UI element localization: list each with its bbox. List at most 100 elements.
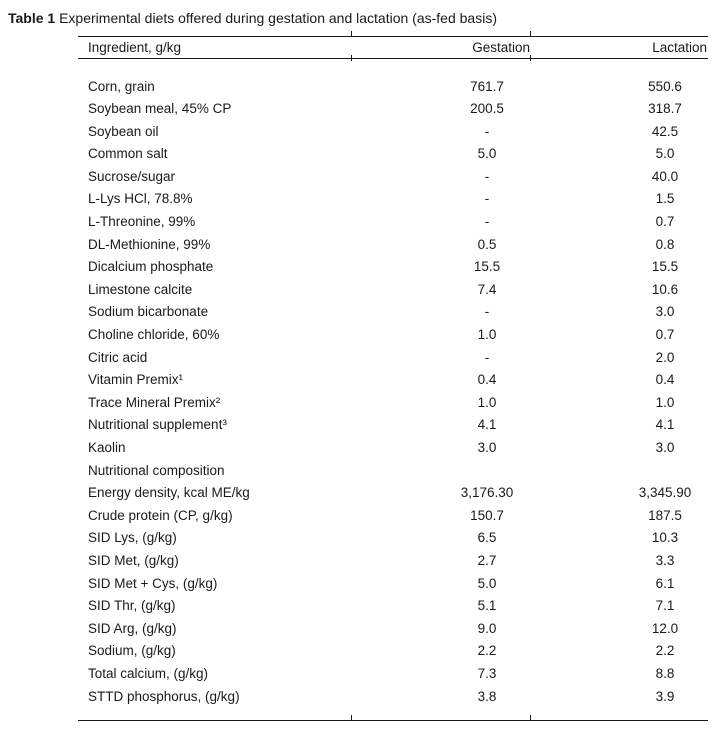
cell-ingredient: SID Thr, (g/kg) bbox=[88, 598, 176, 614]
cell-lactation-value: 10.3 bbox=[651, 530, 679, 546]
table-row: Nutritional composition bbox=[78, 460, 708, 483]
cell-lactation-value: 550.6 bbox=[648, 78, 682, 94]
cell-gestation-value bbox=[351, 460, 530, 483]
cell-gestation-value: 9.0 bbox=[477, 620, 497, 636]
cell-lactation-value: 6.1 bbox=[655, 575, 675, 591]
table-row: Kaolin 3.0 3.0 bbox=[78, 437, 708, 460]
cell-gestation-value: 1.0 bbox=[477, 327, 497, 343]
cell-lactation-value: 42.5 bbox=[651, 123, 679, 139]
table-row: Common salt 5.0 5.0 bbox=[78, 143, 708, 166]
table-row: Corn, grain 761.7 550.6 bbox=[78, 76, 708, 99]
cell-lactation-value: 0.4 bbox=[655, 372, 675, 388]
cell-ingredient: SID Arg, (g/kg) bbox=[88, 620, 177, 636]
cell-gestation-value: - bbox=[484, 349, 490, 365]
col-header-ingredient: Ingredient, g/kg bbox=[78, 36, 351, 59]
header-row: Ingredient, g/kg Gestation Lactation bbox=[78, 36, 708, 59]
table-row: Trace Mineral Premix² 1.0 1.0 bbox=[78, 392, 708, 415]
table-row: DL-Methionine, 99% 0.5 0.8 bbox=[78, 234, 708, 257]
cell-lactation-value: 8.8 bbox=[655, 665, 675, 681]
cell-ingredient: Corn, grain bbox=[88, 78, 155, 94]
table-row: L-Threonine, 99% - 0.7 bbox=[78, 211, 708, 234]
cell-lactation-value: 12.0 bbox=[651, 620, 679, 636]
cell-ingredient: SID Lys, (g/kg) bbox=[88, 530, 177, 546]
cell-gestation-value: 2.7 bbox=[477, 552, 497, 568]
cell-ingredient: Trace Mineral Premix² bbox=[88, 394, 221, 410]
cell-lactation-value: 3,345.90 bbox=[638, 485, 692, 501]
table-row: SID Met, (g/kg) 2.7 3.3 bbox=[78, 550, 708, 573]
cell-lactation-value: 40.0 bbox=[651, 168, 679, 184]
cell-lactation-value: 0.7 bbox=[655, 327, 675, 343]
table-row: SID Thr, (g/kg) 5.1 7.1 bbox=[78, 595, 708, 618]
cell-ingredient: Nutritional composition bbox=[88, 462, 225, 478]
cell-lactation-value: 1.5 bbox=[655, 191, 675, 207]
cell-gestation-value: 6.5 bbox=[477, 530, 497, 546]
cell-lactation-value: 318.7 bbox=[648, 101, 682, 117]
cell-ingredient: Limestone calcite bbox=[88, 281, 193, 297]
cell-ingredient: Soybean oil bbox=[88, 123, 159, 139]
cell-ingredient: Common salt bbox=[88, 146, 168, 162]
table-row: Sodium bicarbonate - 3.0 bbox=[78, 301, 708, 324]
column-tick bbox=[351, 715, 352, 721]
cell-lactation-value: 3.9 bbox=[655, 688, 675, 704]
table-row: Soybean meal, 45% CP 200.5 318.7 bbox=[78, 98, 708, 121]
cell-lactation-value: 15.5 bbox=[651, 259, 679, 275]
column-tick bbox=[530, 55, 531, 61]
cell-ingredient: Kaolin bbox=[88, 440, 126, 455]
cell-ingredient: Vitamin Premix¹ bbox=[88, 372, 184, 388]
cell-gestation-value: 2.2 bbox=[477, 643, 497, 659]
cell-ingredient: Nutritional supplement³ bbox=[88, 417, 227, 433]
column-tick bbox=[530, 715, 531, 721]
cell-ingredient: Sucrose/sugar bbox=[88, 168, 176, 184]
cell-gestation-value: 15.5 bbox=[473, 259, 501, 275]
cell-lactation-value: 1.0 bbox=[655, 394, 675, 410]
cell-lactation-value: 3.0 bbox=[655, 304, 675, 320]
cell-gestation-value: - bbox=[484, 304, 490, 320]
cell-ingredient: L-Lys HCl, 78.8% bbox=[88, 191, 193, 207]
cell-lactation-value: 2.0 bbox=[655, 349, 675, 365]
diet-table: Ingredient, g/kg Gestation Lactation Cor… bbox=[78, 36, 708, 721]
cell-gestation-value: 3.8 bbox=[477, 688, 497, 704]
spacer-row bbox=[78, 59, 708, 76]
spacer-row bbox=[78, 708, 708, 720]
cell-lactation-value: 0.8 bbox=[655, 236, 675, 252]
cell-gestation-value: 5.1 bbox=[477, 598, 497, 614]
cell-ingredient: Choline chloride, 60% bbox=[88, 327, 220, 343]
cell-ingredient: Sodium bicarbonate bbox=[88, 304, 209, 320]
cell-gestation-value: - bbox=[484, 168, 490, 184]
cell-ingredient: Dicalcium phosphate bbox=[88, 259, 214, 275]
table-row: Choline chloride, 60% 1.0 0.7 bbox=[78, 324, 708, 347]
cell-ingredient: SID Met, (g/kg) bbox=[88, 552, 179, 568]
table-row: Soybean oil - 42.5 bbox=[78, 121, 708, 144]
cell-ingredient: L-Threonine, 99% bbox=[88, 214, 196, 230]
cell-gestation-value: 3.0 bbox=[477, 440, 497, 455]
cell-lactation-value: 187.5 bbox=[648, 507, 682, 523]
table-row: SID Arg, (g/kg) 9.0 12.0 bbox=[78, 618, 708, 641]
table-row: Energy density, kcal ME/kg 3,176.30 3,34… bbox=[78, 482, 708, 505]
table-row: Vitamin Premix¹ 0.4 0.4 bbox=[78, 369, 708, 392]
table-row: Nutritional supplement³ 4.1 4.1 bbox=[78, 414, 708, 437]
table-row: Dicalcium phosphate 15.5 15.5 bbox=[78, 256, 708, 279]
table-row: Sodium, (g/kg) 2.2 2.2 bbox=[78, 640, 708, 663]
cell-gestation-value: 5.0 bbox=[477, 575, 497, 591]
cell-gestation-value: - bbox=[484, 123, 490, 139]
cell-gestation-value: 0.4 bbox=[477, 372, 497, 388]
cell-gestation-value: 7.3 bbox=[477, 665, 497, 681]
table-row: STTD phosphorus, (g/kg) 3.8 3.9 bbox=[78, 686, 708, 709]
col-header-lactation: Lactation bbox=[530, 36, 708, 59]
cell-ingredient: SID Met + Cys, (g/kg) bbox=[88, 575, 218, 591]
cell-ingredient: Total calcium, (g/kg) bbox=[88, 665, 209, 681]
cell-lactation-value: 3.0 bbox=[655, 440, 675, 455]
table-body: Corn, grain 761.7 550.6 Soybean meal, 45… bbox=[78, 59, 708, 721]
column-tick bbox=[351, 55, 352, 61]
table-caption-number: Table 1 bbox=[8, 10, 56, 26]
cell-gestation-value: 200.5 bbox=[470, 101, 504, 117]
cell-ingredient: Energy density, kcal ME/kg bbox=[88, 485, 250, 501]
cell-lactation-value: 5.0 bbox=[655, 146, 675, 162]
col-header-gestation: Gestation bbox=[351, 36, 530, 59]
cell-lactation-value: 2.2 bbox=[655, 643, 675, 659]
table-row: Sucrose/sugar - 40.0 bbox=[78, 166, 708, 189]
table-row: Total calcium, (g/kg) 7.3 8.8 bbox=[78, 663, 708, 686]
table-row: SID Lys, (g/kg) 6.5 10.3 bbox=[78, 527, 708, 550]
cell-ingredient: Crude protein (CP, g/kg) bbox=[88, 507, 233, 523]
